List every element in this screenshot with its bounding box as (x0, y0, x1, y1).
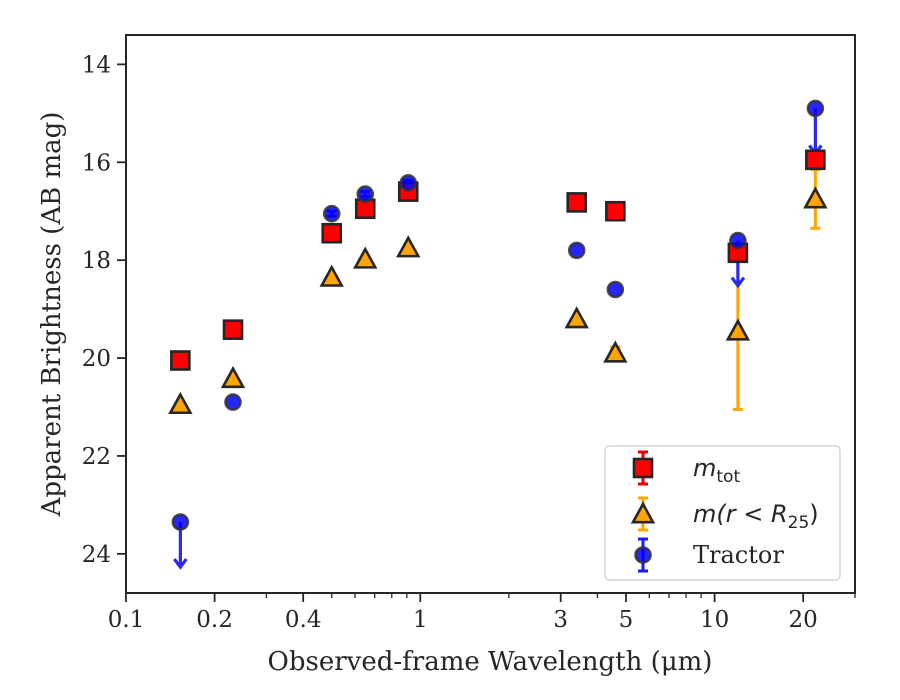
x-axis-label: Observed-frame Wavelength (μm) (268, 647, 713, 677)
data-point-circle (224, 393, 242, 411)
x-tick-label: 0.2 (196, 607, 233, 633)
data-point-triangle (603, 340, 628, 363)
data-point-circle (567, 241, 586, 260)
legend-label: m(r < R25) (693, 500, 819, 533)
legend-label: Tractor (693, 541, 784, 569)
data-point-square (566, 192, 588, 213)
plot-frame (125, 34, 856, 594)
x-tick-label: 0.1 (108, 607, 145, 633)
x-tick-label: 20 (789, 607, 818, 633)
data-point-square (805, 149, 826, 171)
data-point-circle (322, 204, 341, 223)
data-point-triangle (803, 186, 828, 209)
data-point-square (321, 222, 343, 244)
upper-limit-arrow-head (730, 276, 746, 289)
y-axis-label: Apparent Brightness (AB mag) (37, 112, 67, 518)
legend-frame (604, 445, 841, 581)
y-tick-label: 16 (82, 150, 111, 176)
data-point-circle (399, 174, 418, 192)
x-tick-label: 5 (619, 607, 634, 633)
legend-marker-triangle (630, 501, 656, 524)
y-tick-label: 24 (82, 542, 111, 568)
y-tick-label: 14 (82, 52, 111, 78)
data-point-triangle (168, 391, 193, 415)
data-point-triangle (396, 235, 421, 258)
x-axis-ticks: 0.1 0.2 0.4 1 3 5 10 20 (108, 593, 856, 633)
markers (168, 99, 828, 531)
x-tick-label: 3 (553, 607, 568, 633)
y-tick-label: 22 (82, 444, 111, 470)
y-tick-label: 20 (82, 346, 111, 372)
data-point-square (605, 200, 626, 222)
data-point-circle (806, 99, 825, 118)
data-point-triangle (353, 246, 378, 269)
legend-label: mtot (693, 454, 740, 487)
legend-marker-circle (634, 546, 652, 564)
data-point-circle (606, 280, 625, 299)
data-point-square (222, 319, 244, 340)
y-tick-label: 18 (82, 248, 111, 274)
data-point-triangle (725, 318, 751, 341)
data-point-triangle (564, 306, 589, 329)
x-tick-label: 0.4 (285, 607, 322, 633)
data-point-circle (356, 185, 375, 203)
x-tick-label: 1 (413, 607, 428, 633)
data-point-square (170, 350, 191, 371)
legend: mtot m(r < R25) Tractor (604, 445, 841, 581)
data-point-triangle (220, 365, 246, 389)
data-point-circle (729, 231, 747, 250)
data-point-triangle (319, 264, 344, 287)
y-axis-ticks: 14 16 18 20 22 24 (82, 52, 126, 568)
legend-marker-square (632, 457, 654, 479)
data-point-circle (171, 513, 190, 531)
x-tick-label: 10 (700, 607, 729, 633)
upper-limit-arrow-head (173, 558, 188, 570)
